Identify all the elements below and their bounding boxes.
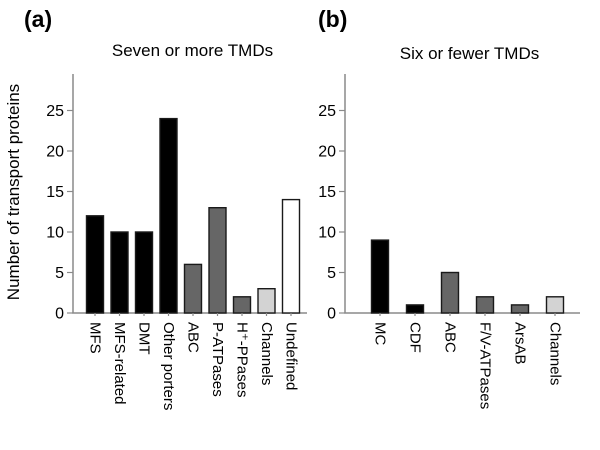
bar-Undefined <box>281 198 301 314</box>
y-tick-label: 5 <box>55 265 64 282</box>
category-label: ArsAB <box>512 322 529 365</box>
bar-F/V-ATPases <box>475 296 495 314</box>
category-label: P-ATPases <box>209 322 226 397</box>
y-tick-label: 15 <box>46 184 64 201</box>
bar-Other porters <box>159 117 178 314</box>
category-label: Undefined <box>283 322 300 390</box>
bar-MC <box>370 239 390 314</box>
y-tick-label: 5 <box>327 265 336 282</box>
y-tick-label: 20 <box>318 144 336 161</box>
panel-label-a: (a) <box>24 6 53 32</box>
y-tick-label: 20 <box>46 144 64 161</box>
bar-ABC <box>440 271 460 314</box>
bar-MFS-related <box>110 231 129 314</box>
chart-b-title: Six or fewer TMDs <box>399 44 540 63</box>
category-label: CDF <box>407 322 424 353</box>
y-tick-label: 10 <box>46 225 64 242</box>
bar-Channels <box>257 288 276 314</box>
bar-MFS <box>85 215 105 314</box>
y-tick-label: 15 <box>318 184 336 201</box>
bar-ABC <box>183 263 203 314</box>
y-tick-label: 25 <box>318 103 336 120</box>
category-label: ABC <box>185 322 202 353</box>
category-label: Channels <box>547 322 564 385</box>
bar-ArsAB <box>510 304 530 314</box>
category-label: MFS-related <box>111 322 128 405</box>
bar-P-ATPases <box>208 206 227 314</box>
category-label: Other porters <box>160 322 177 410</box>
category-label: Channels <box>258 322 275 385</box>
bar-CDF <box>405 304 425 314</box>
chart-a-title: Seven or more TMDs <box>111 41 274 60</box>
category-label: MC <box>372 322 389 345</box>
bar-DMT <box>134 231 154 314</box>
category-label: DMT <box>136 322 153 355</box>
bar-Channels <box>545 296 565 314</box>
bar-H⁺-PPases <box>232 296 252 314</box>
category-label: ABC <box>442 322 459 353</box>
y-tick-label: 25 <box>46 103 64 120</box>
y-tick-label: 0 <box>327 306 336 323</box>
y-tick-label: 0 <box>55 306 64 323</box>
category-label: F/V-ATPases <box>477 322 494 409</box>
category-label: H⁺-PPases <box>234 322 251 397</box>
panel-label-b: (b) <box>318 6 348 32</box>
category-label: MFS <box>87 322 104 354</box>
y-tick-label: 10 <box>318 225 336 242</box>
